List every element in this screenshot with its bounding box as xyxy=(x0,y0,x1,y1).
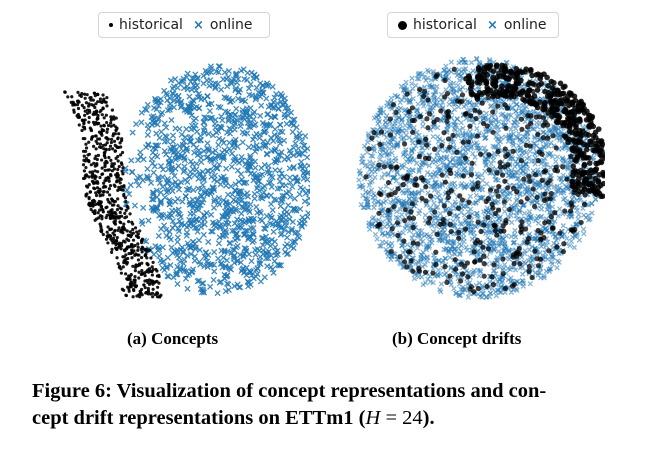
figure-caption: Figure 6: Visualization of concept repre… xyxy=(32,378,632,432)
legend-label: online xyxy=(209,17,253,33)
legend-label: historical xyxy=(413,17,477,33)
legend-label: historical xyxy=(119,17,183,33)
dot-marker-icon xyxy=(109,23,113,27)
tsne-scatter-plot xyxy=(356,55,605,300)
dot-marker-icon xyxy=(398,20,407,30)
subfigure-concept-drifts: historical × online xyxy=(335,0,605,310)
x-marker-icon: × xyxy=(192,17,204,33)
subfigure-caption: (b) Concept drifts xyxy=(392,329,522,348)
subfigure-concepts: historical × online xyxy=(40,0,310,310)
legend-item-online: × online xyxy=(487,17,547,33)
legend-item-historical: historical xyxy=(398,17,477,33)
caption-line: cept drift representations on ETTm1 (H =… xyxy=(32,405,632,432)
subfigure-caption: (a) Concepts xyxy=(127,329,219,348)
x-marker-icon: × xyxy=(486,17,498,33)
caption-text: ). xyxy=(422,407,435,429)
legend-label: online xyxy=(503,17,547,33)
legend-item-historical: historical xyxy=(109,17,183,33)
legend-item-online: × online xyxy=(193,17,253,33)
caption-math: = 24 xyxy=(380,407,423,429)
caption-math-variable: H xyxy=(365,407,381,429)
tsne-scatter-plot xyxy=(63,63,310,299)
legend: historical × online xyxy=(98,12,270,38)
legend: historical × online xyxy=(387,12,559,38)
caption-line: Figure 6: Visualization of concept repre… xyxy=(32,380,547,402)
caption-text: cept drift representations on ETTm1 ( xyxy=(32,407,366,429)
